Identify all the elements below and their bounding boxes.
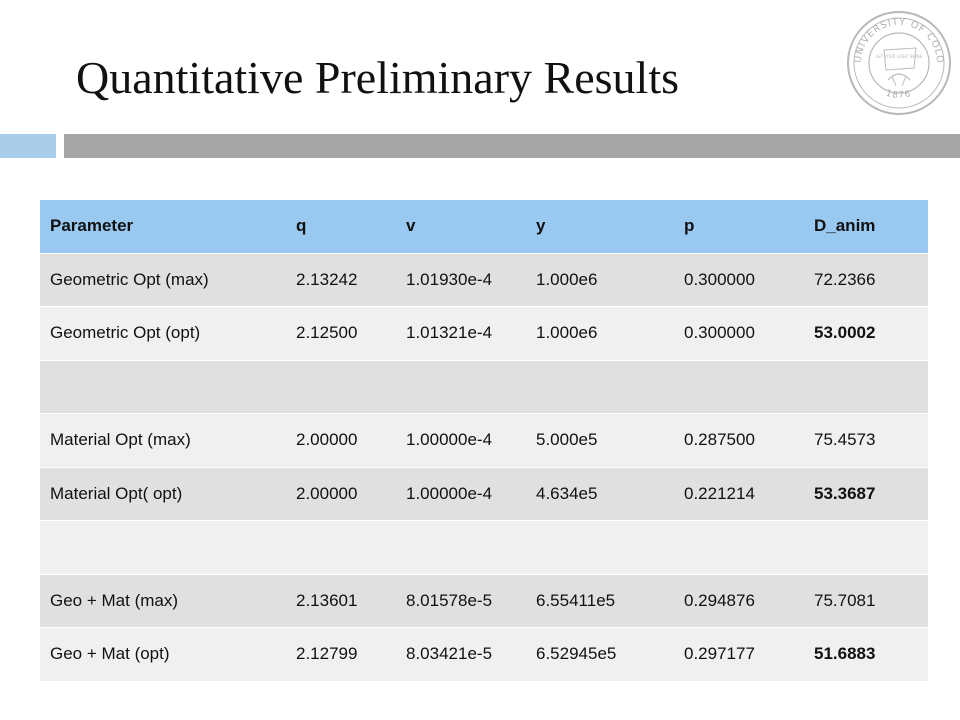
cell-parameter: Material Opt( opt) — [40, 467, 286, 521]
table-row: Geometric Opt (opt) 2.12500 1.01321e-4 1… — [40, 306, 928, 361]
cell-empty — [40, 520, 286, 575]
cell-empty — [396, 520, 526, 575]
cell-p: 0.300000 — [674, 306, 804, 361]
cell-q: 2.00000 — [286, 413, 396, 468]
seal-motto: LET YOUR LIGHT SHINE — [876, 54, 923, 59]
table-row: Geometric Opt (max) 2.13242 1.01930e-4 1… — [40, 253, 928, 307]
cell-parameter: Geo + Mat (max) — [40, 574, 286, 628]
cell-q: 2.12500 — [286, 306, 396, 361]
cell-y: 4.634e5 — [526, 467, 674, 521]
accent-bar — [0, 134, 56, 158]
cell-d-anim: 53.3687 — [804, 467, 928, 521]
cell-p: 0.300000 — [674, 253, 804, 307]
cell-empty — [526, 520, 674, 575]
cell-d-anim: 51.6883 — [804, 627, 928, 682]
cell-q: 2.00000 — [286, 467, 396, 521]
slide-title: Quantitative Preliminary Results — [76, 52, 680, 103]
cell-empty — [526, 360, 674, 414]
header-parameter: Parameter — [40, 200, 286, 254]
cell-parameter: Material Opt (max) — [40, 413, 286, 468]
header-p: p — [674, 200, 804, 254]
cell-v: 8.03421e-5 — [396, 627, 526, 682]
header-q: q — [286, 200, 396, 254]
table-header-row: Parameter q v y p D_anim — [40, 200, 928, 254]
results-table: Parameter q v y p D_anim Geometric Opt (… — [40, 200, 928, 682]
cell-d-anim: 75.7081 — [804, 574, 928, 628]
cell-empty — [286, 360, 396, 414]
cell-v: 1.00000e-4 — [396, 467, 526, 521]
cell-empty — [674, 520, 804, 575]
table-row: Geo + Mat (max) 2.13601 8.01578e-5 6.554… — [40, 574, 928, 628]
cell-parameter: Geometric Opt (opt) — [40, 306, 286, 361]
seal-text-year: 1876 — [885, 89, 912, 101]
cell-empty — [40, 360, 286, 414]
cell-empty — [674, 360, 804, 414]
cell-v: 1.00000e-4 — [396, 413, 526, 468]
cell-v: 1.01930e-4 — [396, 253, 526, 307]
cell-v: 1.01321e-4 — [396, 306, 526, 361]
cell-y: 5.000e5 — [526, 413, 674, 468]
cell-y: 1.000e6 — [526, 306, 674, 361]
cell-p: 0.294876 — [674, 574, 804, 628]
cell-d-anim: 75.4573 — [804, 413, 928, 468]
cell-d-anim: 53.0002 — [804, 306, 928, 361]
cell-p: 0.221214 — [674, 467, 804, 521]
cell-y: 6.52945e5 — [526, 627, 674, 682]
cell-p: 0.297177 — [674, 627, 804, 682]
divider-bar — [64, 134, 960, 158]
cell-q: 2.13242 — [286, 253, 396, 307]
header-v: v — [396, 200, 526, 254]
table-row: Geo + Mat (opt) 2.12799 8.03421e-5 6.529… — [40, 627, 928, 682]
cell-y: 6.55411e5 — [526, 574, 674, 628]
cell-q: 2.12799 — [286, 627, 396, 682]
table-row: Material Opt (max) 2.00000 1.00000e-4 5.… — [40, 413, 928, 468]
cell-parameter: Geo + Mat (opt) — [40, 627, 286, 682]
table-row: Material Opt( opt) 2.00000 1.00000e-4 4.… — [40, 467, 928, 521]
cell-empty — [286, 520, 396, 575]
cell-v: 8.01578e-5 — [396, 574, 526, 628]
cell-p: 0.287500 — [674, 413, 804, 468]
cell-empty — [804, 520, 928, 575]
svg-text:1876: 1876 — [885, 89, 913, 101]
cell-d-anim: 72.2366 — [804, 253, 928, 307]
header-d-anim: D_anim — [804, 200, 928, 254]
university-seal-icon: UNIVERSITY OF COLORADO 1876 LET YOUR LIG… — [846, 10, 951, 115]
cell-empty — [396, 360, 526, 414]
cell-empty — [804, 360, 928, 414]
cell-parameter: Geometric Opt (max) — [40, 253, 286, 307]
cell-y: 1.000e6 — [526, 253, 674, 307]
header-y: y — [526, 200, 674, 254]
table-row-spacer — [40, 360, 928, 414]
table-row-spacer — [40, 520, 928, 575]
cell-q: 2.13601 — [286, 574, 396, 628]
